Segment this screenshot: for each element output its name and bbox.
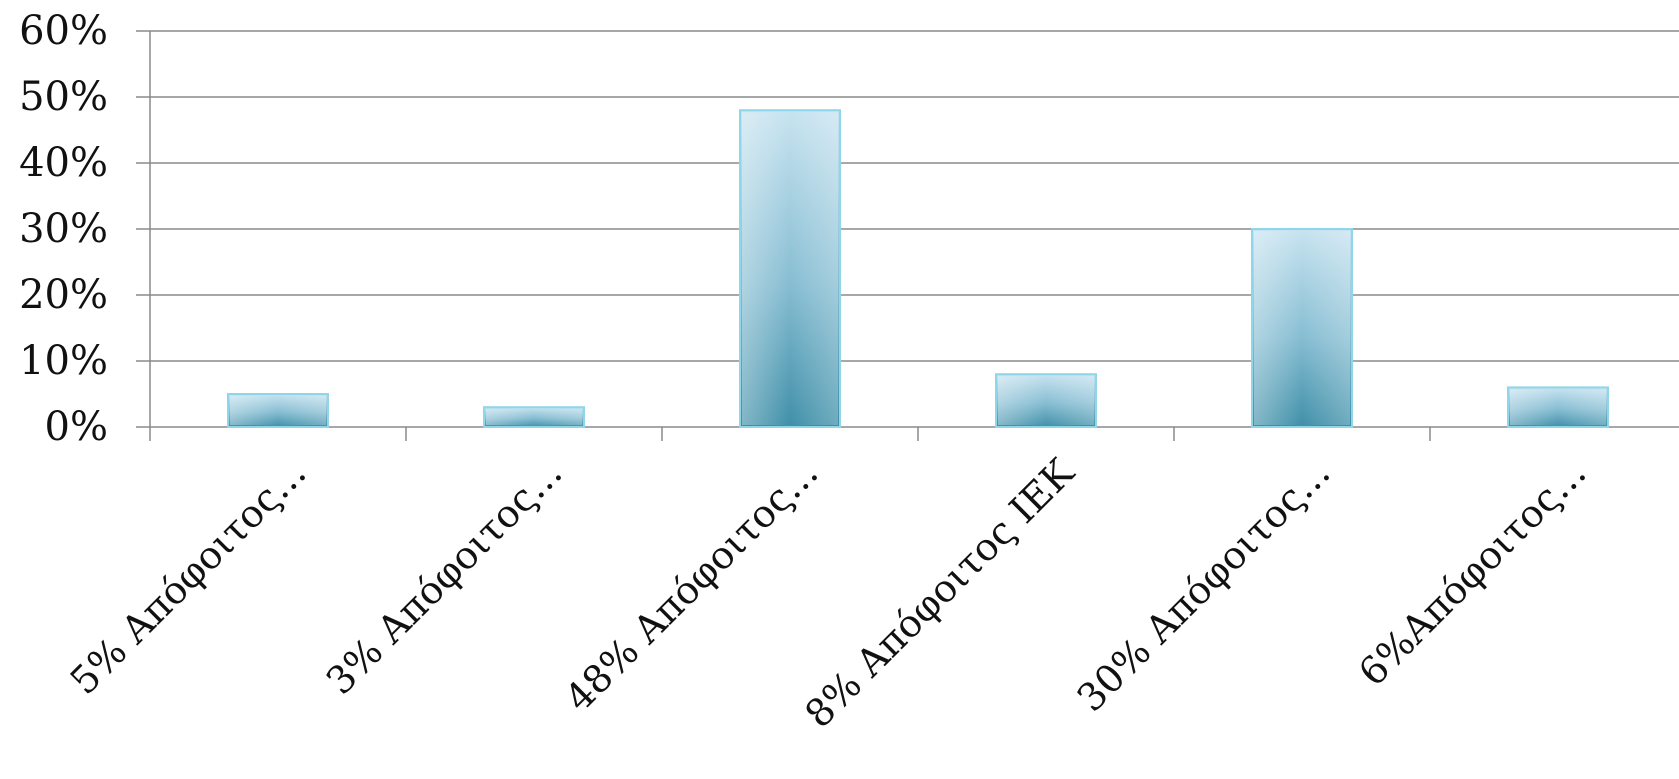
y-tick-label: 0% — [45, 404, 108, 450]
x-category-label: 48% Απόφοιτος... — [557, 450, 827, 720]
y-axis-tick-labels: 0% 10% 20% 30% 40% 50% 60% — [19, 8, 108, 450]
x-axis — [149, 31, 1431, 441]
bar-highlight — [1510, 389, 1606, 425]
x-category-label: 3% Απόφοιτος... — [318, 450, 571, 703]
bar-highlight — [230, 396, 326, 425]
y-tick-label: 60% — [19, 8, 108, 54]
bars — [227, 109, 1609, 429]
x-axis-category-labels: 5% Απόφοιτος... 3% Απόφοιτος...48% Απόφοι… — [62, 450, 1595, 736]
x-category-label: 5% Απόφοιτος... — [62, 450, 315, 703]
bar-highlight — [742, 112, 838, 425]
y-tick-label: 20% — [19, 272, 108, 318]
gridlines — [136, 30, 1679, 428]
y-tick-label: 30% — [19, 206, 108, 252]
y-tick-label: 40% — [19, 140, 108, 186]
x-category-label: 6%Απόφοιτος... — [1350, 450, 1594, 694]
bar-highlight — [1254, 231, 1350, 425]
x-category-label: 30% Απόφοιτος... — [1069, 450, 1339, 720]
x-category-label: 8% Απόφοιτος ΙΕΚ — [796, 450, 1082, 736]
bar-highlight — [998, 376, 1094, 425]
bar-highlight — [486, 409, 582, 425]
y-tick-label: 50% — [19, 74, 108, 120]
y-tick-label: 10% — [19, 338, 108, 384]
